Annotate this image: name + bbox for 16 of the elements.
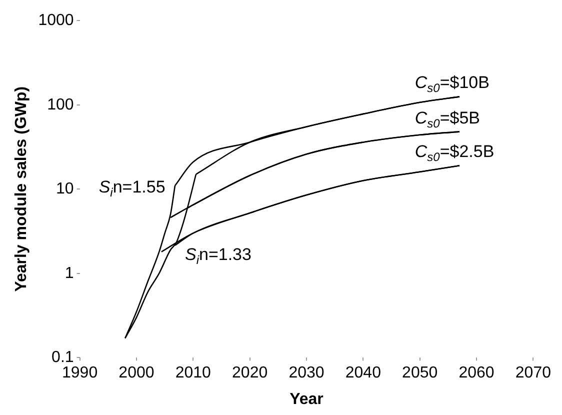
x-tick-label: 2040 <box>345 364 382 382</box>
x-tick-label: 2000 <box>118 364 154 382</box>
y-axis-title: Yearly module sales (GWp) <box>13 86 30 292</box>
x-tick-label: 2010 <box>175 364 212 382</box>
x-axis-title: Year <box>290 390 324 408</box>
x-tick-label: 1990 <box>62 364 98 382</box>
y-tick-label: 100 <box>47 96 74 114</box>
x-tick-label: 2030 <box>288 364 324 382</box>
y-tick-label: 1000 <box>38 12 74 30</box>
x-tick-label: 2020 <box>232 364 268 382</box>
y-tick-label: 0.1 <box>52 349 74 366</box>
y-tick-label: 10 <box>56 180 74 198</box>
x-tick-label: 2050 <box>402 364 438 382</box>
y-tick-label: 1 <box>64 264 74 282</box>
x-tick-label: 2070 <box>515 364 552 382</box>
x-tick-label: 2060 <box>458 364 494 382</box>
